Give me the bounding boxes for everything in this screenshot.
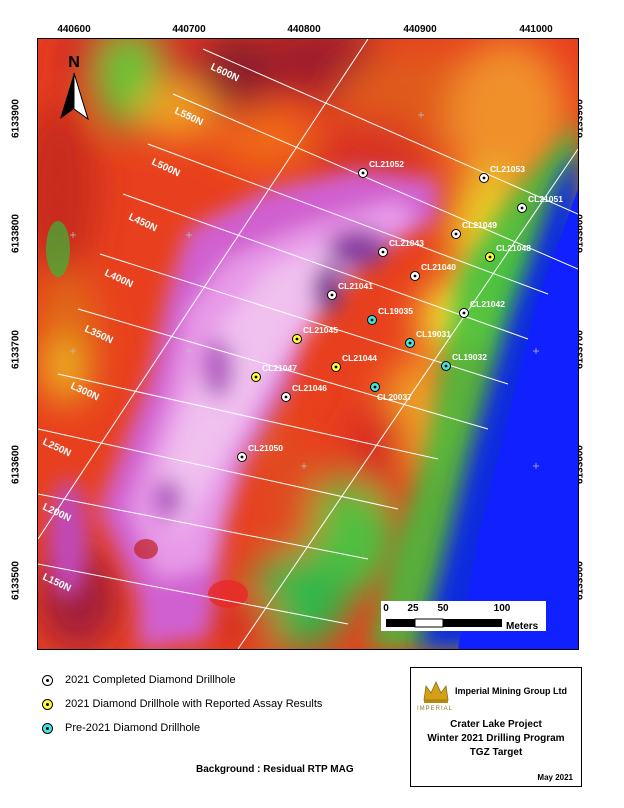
map-frame[interactable]: L600N L550N L500N L450N L400N L350N L300… xyxy=(37,38,579,650)
drillhole-label: CL21045 xyxy=(303,325,338,335)
baselines xyxy=(38,39,578,649)
survey-line-600 xyxy=(202,48,578,215)
map-date: May 2021 xyxy=(537,773,573,782)
assay-drillhole-icon xyxy=(42,698,53,710)
drillhole-label: CL21049 xyxy=(462,220,497,230)
legend-label: 2021 Diamond Drillhole with Reported Ass… xyxy=(65,698,323,710)
easting-tick-440700: 440700 xyxy=(172,24,206,35)
drillhole-cl19035[interactable]: CL19035 xyxy=(367,306,414,325)
background-note: Background : Residual RTP MAG xyxy=(196,764,354,775)
northing-tick-left-6133900: 6133900 xyxy=(10,99,22,138)
legend-label: 2021 Completed Diamond Drillhole xyxy=(65,674,236,686)
pre2021-drillhole-icon xyxy=(42,722,53,734)
drillhole-label: CL20037 xyxy=(377,392,412,402)
easting-tick-440900: 440900 xyxy=(403,24,437,35)
drillhole-cl19032[interactable]: CL19032 xyxy=(441,352,488,371)
northing-tick-left-6133500: 6133500 xyxy=(10,561,22,600)
legend: 2021 Completed Diamond Drillhole 2021 Di… xyxy=(42,670,382,742)
baseline-east xyxy=(237,148,578,649)
drillhole-cl20037[interactable]: CL20037 xyxy=(370,382,413,403)
project-title: Crater Lake Project xyxy=(450,719,542,730)
program-title: Winter 2021 Drilling Program xyxy=(427,733,565,744)
drillhole-label: CL19035 xyxy=(378,306,413,316)
legend-item-completed: 2021 Completed Diamond Drillhole xyxy=(42,670,382,690)
drillhole-cl21040[interactable]: CL21040 xyxy=(410,262,457,281)
drillhole-label: CL21040 xyxy=(421,262,456,272)
northing-tick-left-6133800: 6133800 xyxy=(10,214,22,253)
scale-label-25: 25 xyxy=(407,603,419,614)
magnetic-background xyxy=(38,39,578,649)
drillhole-label: CL21047 xyxy=(262,363,297,373)
logo-text: IMPERIAL xyxy=(417,706,453,712)
survey-line-350 xyxy=(77,308,489,430)
survey-line-500 xyxy=(147,143,549,295)
drillhole-label: CL21048 xyxy=(496,243,531,253)
survey-line-200 xyxy=(38,493,369,560)
crown-logo-icon xyxy=(423,681,449,703)
legend-item-assay: 2021 Diamond Drillhole with Reported Ass… xyxy=(42,694,382,714)
drillhole-cl21041[interactable]: CL21041 xyxy=(327,281,374,300)
scale-bar: 0 25 50 100 Meters xyxy=(381,601,546,632)
north-arrow-icon: N xyxy=(60,54,89,121)
drillhole-cl19031[interactable]: CL19031 xyxy=(405,329,452,348)
baseline-west xyxy=(38,39,369,540)
target-title: TGZ Target xyxy=(469,747,523,758)
drillhole-label: CL21043 xyxy=(389,238,424,248)
title-lines: Crater Lake Project Winter 2021 Drilling… xyxy=(411,718,581,760)
drillhole-label: CL19032 xyxy=(452,352,487,362)
easting-tick-440600: 440600 xyxy=(57,24,91,35)
drillhole-cl21045[interactable]: CL21045 xyxy=(292,325,339,344)
map-canvas[interactable]: L600N L550N L500N L450N L400N L350N L300… xyxy=(38,39,578,649)
scale-unit: Meters xyxy=(506,621,539,632)
drillhole-cl21042[interactable]: CL21042 xyxy=(459,299,506,318)
survey-line-300 xyxy=(57,373,439,460)
legend-label: Pre-2021 Diamond Drillhole xyxy=(65,722,201,734)
northing-tick-left-6133600: 6133600 xyxy=(10,445,22,484)
drillhole-cl21051[interactable]: CL21051 xyxy=(517,194,564,213)
drillhole-label: CL21050 xyxy=(248,443,283,453)
drillhole-label: CL21041 xyxy=(338,281,373,291)
drillhole-label: CL21044 xyxy=(342,353,377,363)
company-name: Imperial Mining Group Ltd xyxy=(455,686,567,696)
coordinate-grid-marks xyxy=(70,112,539,469)
title-block: Imperial Mining Group Ltd IMPERIAL Crate… xyxy=(410,667,582,787)
scale-label-100: 100 xyxy=(494,603,511,614)
drillhole-cl21049[interactable]: CL21049 xyxy=(451,220,498,239)
scale-label-0: 0 xyxy=(383,603,389,614)
survey-line-550 xyxy=(172,93,578,270)
drillhole-label: CL21042 xyxy=(470,299,505,309)
drillhole-cl21043[interactable]: CL21043 xyxy=(378,238,425,257)
completed-drillhole-icon xyxy=(42,674,53,686)
legend-item-pre2021: Pre-2021 Diamond Drillhole xyxy=(42,718,382,738)
drillhole-label: CL21051 xyxy=(528,194,563,204)
north-label: N xyxy=(68,54,80,71)
drillhole-cl21052[interactable]: CL21052 xyxy=(358,159,405,178)
survey-line-400 xyxy=(99,253,509,385)
drillhole-cl21044[interactable]: CL21044 xyxy=(331,353,378,372)
drillhole-cl21046[interactable]: CL21046 xyxy=(281,383,328,402)
easting-tick-440800: 440800 xyxy=(287,24,321,35)
survey-line-250 xyxy=(38,428,399,510)
drillhole-label: CL21053 xyxy=(490,164,525,174)
drillhole-cl21047[interactable]: CL21047 xyxy=(251,363,298,382)
drillhole-cl21053[interactable]: CL21053 xyxy=(479,164,526,183)
survey-line-150 xyxy=(38,563,349,625)
drillholes: CL21052 CL21053 CL21051 CL21049 CL21043 … xyxy=(237,159,564,462)
northing-tick-left-6133700: 6133700 xyxy=(10,330,22,369)
drillhole-label: CL21046 xyxy=(292,383,327,393)
logo-wordmark: IMPERIAL xyxy=(417,706,454,712)
scale-label-50: 50 xyxy=(437,603,449,614)
easting-tick-441000: 441000 xyxy=(519,24,553,35)
drillhole-cl21050[interactable]: CL21050 xyxy=(237,443,284,462)
drillhole-cl21048[interactable]: CL21048 xyxy=(485,243,532,262)
drillhole-label: CL19031 xyxy=(416,329,451,339)
drillhole-label: CL21052 xyxy=(369,159,404,169)
